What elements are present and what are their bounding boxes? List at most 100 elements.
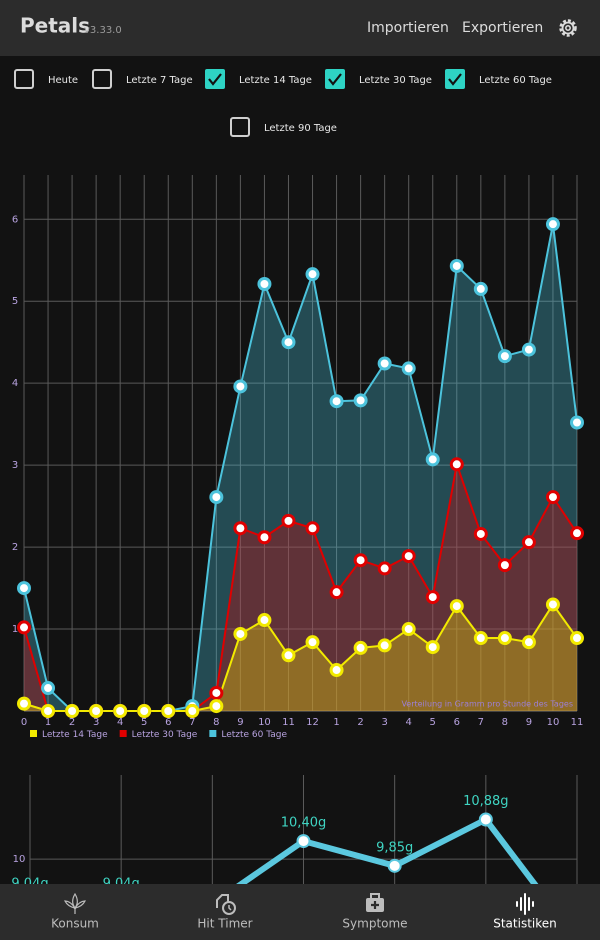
data-point [425,590,440,605]
cross [371,901,379,909]
x-tick-label: 10 [547,717,560,728]
data-point [233,521,248,536]
nav-label[interactable]: Hit Timer [197,917,252,931]
data-point [387,858,402,873]
data-point [305,267,320,282]
nav-bar [0,884,600,940]
x-tick-label: 2 [69,717,75,728]
data-point [545,490,560,505]
symptom-icon [366,893,384,912]
data-point [305,635,320,650]
y-tick-label: 4 [12,378,18,389]
y-tick-label: 1 [12,624,18,635]
data-point [425,640,440,655]
data-point [233,626,248,641]
x-tick-label: 6 [165,717,171,728]
data-point [353,553,368,568]
data-point [185,704,200,718]
x-tick-label: 4 [406,717,412,728]
data-point [449,457,464,472]
data-point [473,631,488,646]
hand [216,894,229,908]
data-point [497,631,512,646]
y-tick-label: 6 [12,214,18,225]
checkbox-empty [92,69,112,89]
filter-label: Letzte 7 Tage [126,75,193,86]
data-point [17,620,31,635]
checkbox-empty [230,117,250,137]
data-point [521,635,536,650]
data-point [113,704,128,718]
x-tick-label: 4 [117,717,123,728]
import-button[interactable]: Importieren [367,20,449,36]
series-area [24,224,577,711]
data-point [41,704,56,718]
data-point [473,526,488,541]
data-point [377,561,392,576]
data-point [233,379,248,394]
data-point [521,342,536,357]
gear-teeth [559,19,577,37]
filter-checkbox[interactable]: Letzte 60 Tage [445,69,552,89]
legend-label: Letzte 30 Tage [132,730,198,740]
settings-button[interactable] [559,19,577,37]
legend-label: Letzte 14 Tage [42,730,108,740]
x-tick-label: 12 [306,717,319,728]
filter-checkbox[interactable]: Letzte 7 Tage [92,69,193,89]
app-title: Petals [20,14,90,38]
export-button[interactable]: Exportieren [462,20,543,36]
legend-swatch [30,730,37,737]
data-point [329,585,344,600]
clock [222,901,236,915]
filter-label: Heute [48,75,78,86]
stats-icon [516,893,534,915]
data-point [377,638,392,653]
filter-label: Letzte 30 Tage [359,75,432,86]
x-tick-label: 3 [381,717,387,728]
data-point [478,812,493,827]
filter-label: Letzte 60 Tage [479,75,552,86]
nav-label[interactable]: Statistiken [493,917,557,931]
nav-label[interactable]: Symptome [342,917,407,931]
filter-checkbox[interactable]: Letzte 14 Tage [205,69,312,89]
data-point [570,415,584,430]
data-point [17,696,31,711]
data-point [281,648,296,663]
data-point [209,685,224,700]
data-point [473,281,488,296]
x-tick-label: 11 [571,717,584,728]
nav-label[interactable]: Konsum [51,917,99,931]
timer-icon [216,894,236,915]
data-point [377,356,392,371]
data-point [257,613,272,628]
x-tick-label: 1 [333,717,339,728]
y-tick-label: 3 [12,460,18,471]
gear-ring [561,21,575,35]
konsum-icon [64,892,86,914]
y-tick-label: 5 [12,296,18,307]
data-point [449,258,464,273]
app-bar [0,0,600,56]
data-point [401,622,416,637]
x-tick-label: 2 [357,717,363,728]
checkbox-checked [445,69,465,89]
clock-hand [228,905,232,911]
filter-label: Letzte 90 Tage [264,123,337,134]
data-point [161,704,176,718]
filter-checkbox[interactable]: Letzte 30 Tage [325,69,432,89]
data-point [209,490,224,505]
data-label: 10,88g [463,794,508,809]
data-point [497,558,512,573]
data-label: 9,85g [376,840,413,855]
data-point [281,335,296,350]
filter-checkbox[interactable]: Heute [14,69,78,89]
data-point [257,277,272,292]
y-tick-label: 2 [12,542,18,553]
data-point [305,521,320,536]
data-point [353,640,368,655]
x-tick-label: 0 [21,717,27,728]
data-point [17,581,31,596]
data-point [329,663,344,678]
filter-checkbox[interactable]: Letzte 90 Tage [230,117,337,137]
